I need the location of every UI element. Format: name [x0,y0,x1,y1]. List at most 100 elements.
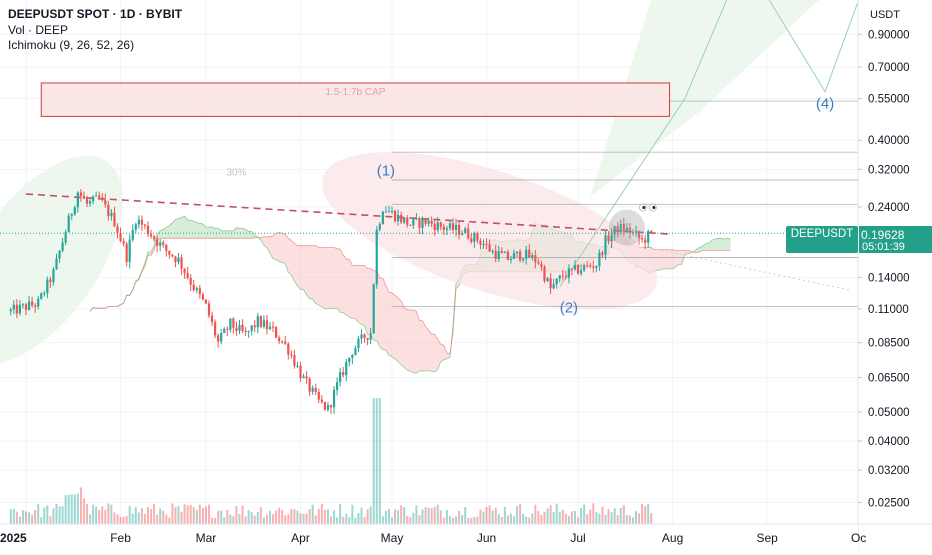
time-tick-label: Oc [851,531,866,545]
volume-bar [626,515,628,524]
volume-bar [583,505,585,524]
candle-body [92,196,94,201]
candle-body [211,316,213,323]
symbol-tag: DEEPUSDT [786,228,858,241]
candle-body [589,265,591,266]
volume-bar [437,505,439,524]
volume-bar [608,509,610,524]
volume-bar [16,512,18,524]
cloud-segment [175,218,178,238]
volume-bar [190,505,192,524]
volume-bar [113,512,115,524]
wave-label: (1) [377,163,395,180]
cloud-segment [721,238,724,250]
candle-body [299,366,301,378]
volume-bar [235,506,237,524]
cloud-segment [419,321,422,371]
candle-body [428,221,430,224]
volume-bar [260,507,262,524]
volume-bar [425,507,427,524]
price-tick-label: 0.55000 [868,94,910,106]
candle-body [284,342,286,344]
candle-body [287,344,289,355]
candle-body [391,211,393,212]
candle-body [604,235,606,254]
candle-body [470,238,472,241]
volume-bar [92,505,94,524]
volume-bar [486,507,488,524]
candle-body [595,266,597,268]
candle-body [519,252,521,261]
volume-bar [650,513,652,524]
cloud-segment [441,344,444,361]
candle-body [302,376,304,378]
cloud-segment [383,278,386,350]
volume-bar [544,512,546,524]
candle-body [248,331,250,332]
volume-bar [415,505,417,524]
volume-bar [217,511,219,524]
volume-bar [504,507,506,524]
candle-body [641,238,643,239]
cloud-segment [276,233,279,262]
candle-body [31,302,33,306]
cloud-segment [380,278,383,349]
price-tick-label: 0.03200 [868,465,910,477]
cloud-segment [148,252,151,255]
candle-body [138,220,140,225]
volume-bar [458,511,460,524]
candle-body [583,265,585,270]
cloud-segment [432,334,435,372]
candle-body [113,213,115,227]
candle-body [440,222,442,226]
wave-label: (4) [816,95,834,112]
candle-body [86,199,88,204]
volume-bar [147,507,149,524]
candle-body [52,269,54,282]
candle-body [101,197,103,200]
cloud-segment [368,268,371,334]
volume-bar [202,508,204,524]
cloud-segment [355,265,358,322]
volume-bar [525,517,527,524]
volume-bar [547,508,549,524]
volume-bar [455,516,457,524]
candle-body [238,325,240,331]
price-tick-label: 0.40000 [868,135,910,147]
candle-body [485,244,487,245]
candle-body [229,319,231,330]
cloud-segment [712,239,715,250]
cloud-segment [273,233,276,260]
candle-body [522,259,524,260]
candle-body [476,233,478,241]
candle-body [357,339,359,349]
volume-bar [376,398,378,524]
cloud-segment [270,236,273,259]
volume-bar [568,516,570,524]
volume-bar [126,516,128,524]
candle-body [473,233,475,242]
candle-body [461,233,463,234]
candle-body [132,230,134,240]
cloud-segment [426,326,429,371]
cloud-segment [301,246,304,290]
candle-body [562,276,564,277]
volume-bar [269,511,271,524]
cloud-segment [304,246,307,295]
candle-body [580,270,582,273]
volume-bar [77,494,79,524]
candle-body [150,234,152,236]
candle-body [592,267,594,268]
chart-title: DEEPUSDT SPOT · 1D · BYBIT [8,7,182,23]
volume-bar [550,505,552,524]
volume-bar [324,510,326,524]
bar-countdown: 05:01:39 [862,241,905,253]
volume-bar [479,509,481,524]
time-tick-label: Aug [662,531,683,545]
volume-bar [135,507,137,524]
volume-bar [333,510,335,524]
volume-bar [40,517,42,524]
candle-body [159,242,161,245]
